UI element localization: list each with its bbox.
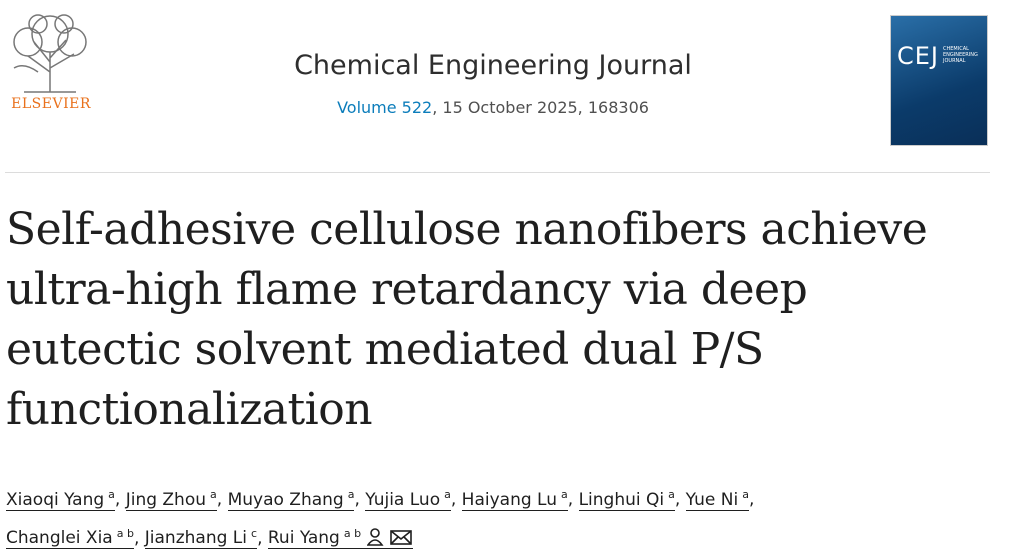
article-title: Self-adhesive cellulose nanofibers achie… xyxy=(6,204,928,435)
affiliation: c xyxy=(251,526,258,540)
author-name[interactable]: Changlei Xia a b xyxy=(6,526,134,550)
author-line: Changlei Xia a b, Jianzhang Li c, Rui Yang… xyxy=(6,517,754,556)
author-name[interactable]: Yujia Luo a xyxy=(365,488,451,511)
affiliation: a xyxy=(108,488,115,501)
affiliation: a xyxy=(561,488,568,501)
separator: , xyxy=(216,489,223,510)
affiliation: a xyxy=(444,488,451,501)
separator: , xyxy=(257,528,263,549)
author-name[interactable]: Xiaoqi Yang a xyxy=(6,488,115,511)
author-icons[interactable] xyxy=(366,528,413,547)
affiliation: a b xyxy=(343,526,362,540)
author[interactable]: Haiyang Lu a xyxy=(461,488,568,511)
affiliation: a xyxy=(742,488,749,501)
separator: , xyxy=(674,489,681,510)
author[interactable]: Xiaoqi Yang a xyxy=(6,488,115,511)
separator: , xyxy=(567,489,574,510)
author-name[interactable]: Linghui Qi a xyxy=(578,488,675,511)
separator: , xyxy=(748,489,755,510)
author-name[interactable]: Yue Ni a xyxy=(685,488,749,511)
cover-logo: CEJ xyxy=(897,42,939,70)
author-name[interactable]: Muyao Zhang a xyxy=(227,488,355,511)
separator: , xyxy=(354,489,360,510)
affiliation: a xyxy=(210,488,217,501)
author[interactable]: Jianzhang Li c xyxy=(144,526,258,550)
author[interactable]: Linghui Qi a xyxy=(578,488,675,511)
separator: , xyxy=(450,489,457,510)
elsevier-logo[interactable] xyxy=(4,12,96,94)
author-name[interactable]: Jianzhang Li c xyxy=(144,526,258,550)
divider xyxy=(5,172,990,173)
author-name[interactable]: Rui Yang a b xyxy=(267,526,414,550)
volume-link[interactable]: Volume 522 xyxy=(337,98,433,117)
separator: , xyxy=(133,528,140,549)
journal-name[interactable]: Chemical Engineering Journal xyxy=(294,50,692,81)
author[interactable]: Jing Zhou a xyxy=(125,488,217,511)
author-list: Xiaoqi Yang a, Jing Zhou a, Muyao Zhang a, … xyxy=(6,478,754,555)
author[interactable]: Muyao Zhang a xyxy=(227,488,355,511)
journal-cover[interactable]: CEJ CHEMICAL ENGINEERING JOURNAL xyxy=(890,15,988,146)
cover-subtitle: CHEMICAL ENGINEERING JOURNAL xyxy=(943,46,978,64)
issue-details: , 15 October 2025, 168306 xyxy=(432,98,649,117)
author[interactable]: Changlei Xia a b xyxy=(6,526,134,550)
affiliation: a xyxy=(668,488,675,501)
publisher: ELSEVIER xyxy=(11,96,91,112)
affiliation: a b xyxy=(116,526,134,540)
author-name[interactable]: Haiyang Lu a xyxy=(461,488,568,511)
author-name[interactable]: Jing Zhou a xyxy=(125,488,217,511)
journal-issue: Volume 522, 15 October 2025, 168306 xyxy=(0,98,986,117)
author[interactable]: Rui Yang a b xyxy=(267,526,414,550)
separator: , xyxy=(114,489,121,510)
author-line: Xiaoqi Yang a, Jing Zhou a, Muyao Zhang a, … xyxy=(6,478,754,517)
author[interactable]: Yue Ni a xyxy=(685,488,749,511)
affiliation: a xyxy=(347,488,355,501)
author[interactable]: Yujia Luo a xyxy=(365,488,451,511)
